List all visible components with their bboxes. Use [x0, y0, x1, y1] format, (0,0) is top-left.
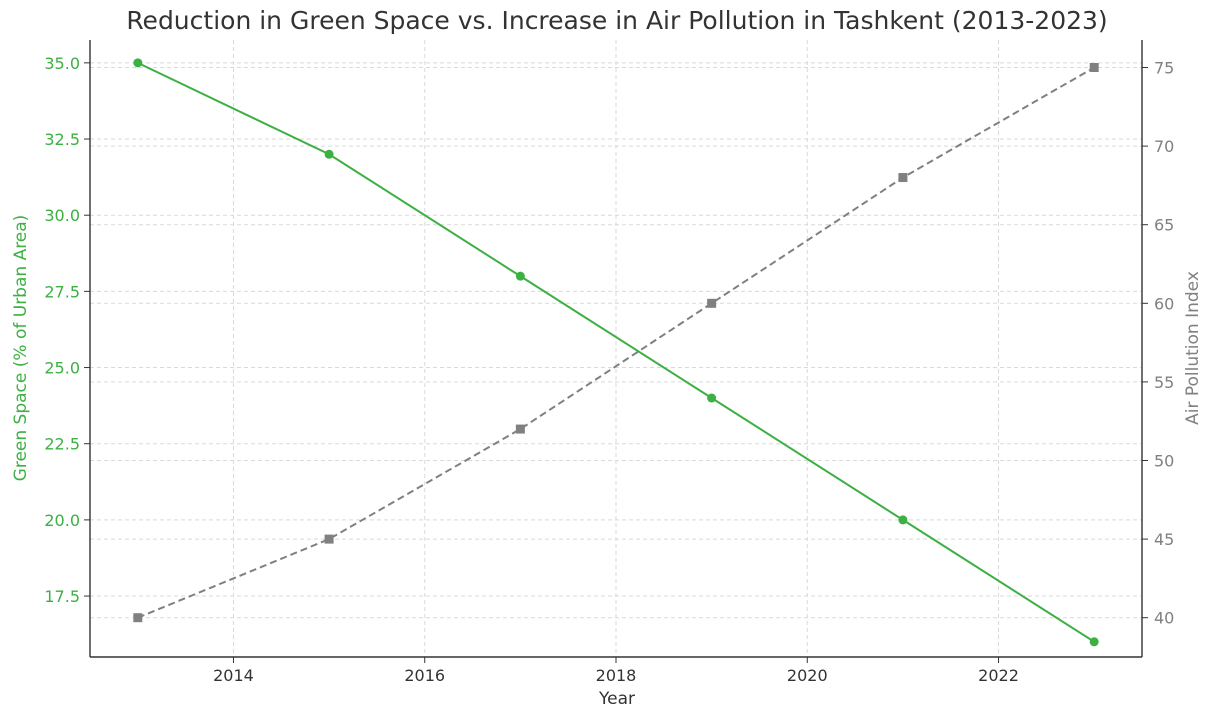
- x-tick-label: 2022: [978, 666, 1019, 685]
- series: [133, 58, 1099, 647]
- y-axis-right-label: Air Pollution Index: [1183, 271, 1203, 425]
- y-right-tick-label: 50: [1154, 452, 1174, 471]
- y-left-tick-label: 30.0: [44, 206, 80, 225]
- axes: 2014 2016 2018 2020 2022 17.5 20.0 22.5 25.0 27.5…: [44, 40, 1174, 685]
- series-2-point: [324, 534, 334, 544]
- series-2-point: [707, 298, 717, 308]
- series-1-point: [133, 58, 143, 68]
- x-tick-label: 2020: [787, 666, 828, 685]
- series-2-point: [1089, 63, 1099, 73]
- series-1-point: [707, 393, 717, 403]
- series-2-point: [898, 173, 908, 183]
- y-right-tick-label: 40: [1154, 609, 1174, 628]
- x-tick-label: 2014: [213, 666, 254, 685]
- series-1-point: [898, 515, 908, 525]
- series-1-point: [1089, 637, 1099, 647]
- y-left-tick-label: 32.5: [44, 130, 80, 149]
- y-left-tick-label: 17.5: [44, 587, 80, 606]
- y-left-tick-label: 25.0: [44, 359, 80, 378]
- y-left-tick-label: 22.5: [44, 435, 80, 454]
- y-right-tick-label: 75: [1154, 59, 1174, 78]
- series-1-point: [515, 271, 525, 281]
- y-right-tick-label: 65: [1154, 216, 1174, 235]
- y-right-tick-label: 70: [1154, 137, 1174, 156]
- grid: [90, 40, 1142, 657]
- y-right-tick-label: 55: [1154, 373, 1174, 392]
- series-1-point: [324, 149, 334, 159]
- y-left-tick-label: 20.0: [44, 511, 80, 530]
- series-2-point: [133, 613, 143, 623]
- x-tick-label: 2018: [596, 666, 637, 685]
- x-axis-label: Year: [598, 689, 635, 709]
- y-right-tick-label: 60: [1154, 294, 1174, 313]
- y-axis-left-label: Green Space (% of Urban Area): [11, 215, 31, 482]
- series-2-point: [515, 424, 525, 434]
- series-1-line: [137, 61, 1095, 643]
- x-tick-label: 2016: [404, 666, 445, 685]
- y-left-tick-label: 35.0: [44, 54, 80, 73]
- chart-title: Reduction in Green Space vs. Increase in…: [126, 6, 1107, 35]
- y-right-tick-label: 45: [1154, 530, 1174, 549]
- y-left-tick-label: 27.5: [44, 282, 80, 301]
- series-2-line: [137, 66, 1095, 619]
